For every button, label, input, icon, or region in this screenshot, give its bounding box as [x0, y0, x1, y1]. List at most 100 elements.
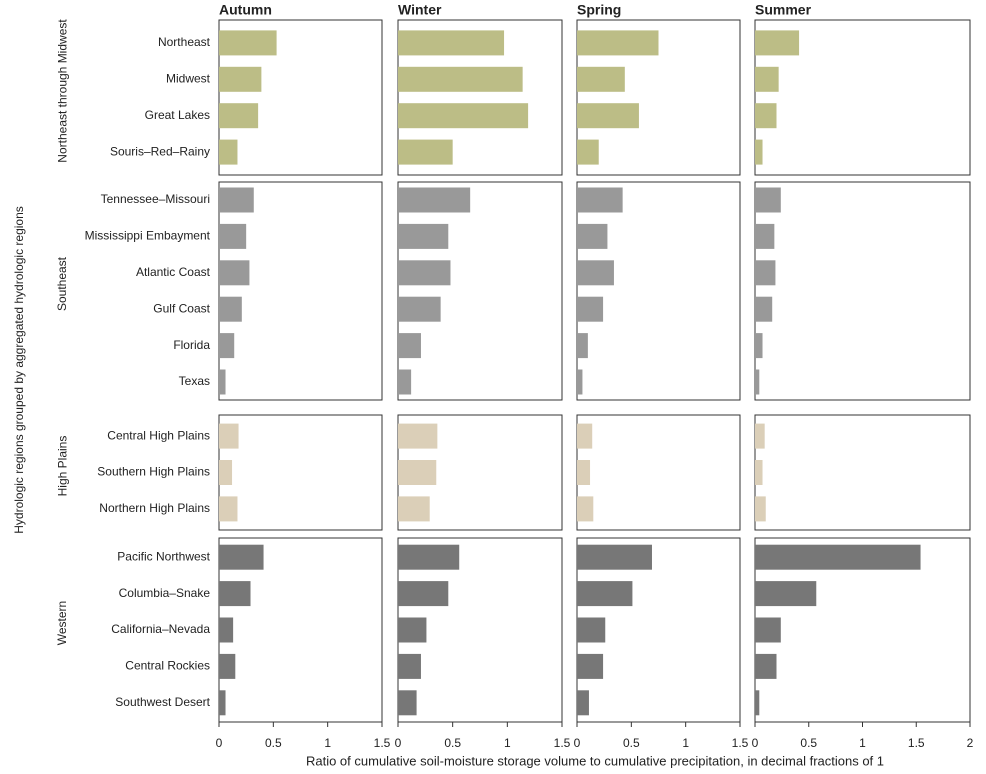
group-label: Southeast: [55, 256, 69, 312]
bar: [577, 103, 639, 129]
bar: [398, 139, 453, 165]
y-axis-label: Hydrologic regions grouped by aggregated…: [12, 206, 26, 534]
bar: [398, 690, 417, 716]
bar: [219, 581, 251, 607]
panel-frame: [754, 414, 971, 531]
bar: [577, 496, 594, 522]
x-tick-label: 1.5: [908, 736, 925, 750]
bar: [219, 103, 259, 129]
category-label: Southwest Desert: [115, 695, 210, 709]
category-label: Pacific Northwest: [117, 549, 210, 563]
panel-title: Winter: [398, 2, 442, 18]
category-label: Souris–Red–Rainy: [110, 144, 210, 158]
bar: [398, 369, 412, 395]
bar: [219, 496, 238, 522]
category-label: Northeast: [158, 35, 211, 49]
panel-frame: [754, 19, 971, 176]
bar: [398, 333, 421, 359]
panel-frame: [218, 414, 383, 531]
bar: [755, 187, 781, 213]
bar: [577, 223, 608, 249]
panel-frame: [576, 181, 741, 401]
category-label: Texas: [179, 374, 210, 388]
panel-frame: [576, 19, 741, 176]
x-tick-label: 0: [395, 736, 402, 750]
x-tick-label: 1: [859, 736, 866, 750]
bar: [755, 496, 766, 522]
x-tick-label: 1.5: [554, 736, 571, 750]
bar: [219, 653, 236, 679]
x-tick-label: 1: [682, 736, 689, 750]
bar: [398, 460, 437, 485]
bar: [577, 423, 593, 449]
bar: [755, 617, 781, 643]
bar: [755, 333, 763, 359]
bar: [219, 187, 254, 213]
category-label: Southern High Plains: [97, 465, 210, 479]
bar: [219, 296, 242, 322]
category-label: Columbia–Snake: [119, 586, 211, 600]
bar: [755, 223, 775, 249]
x-tick-label: 2: [967, 736, 974, 750]
bar: [398, 581, 449, 607]
bar: [755, 66, 779, 92]
group-label: High Plains: [55, 435, 69, 496]
bar: [398, 653, 421, 679]
bar: [219, 333, 235, 359]
bar: [219, 617, 234, 643]
bar: [398, 187, 471, 213]
panel-title: Spring: [577, 2, 621, 18]
bar: [577, 617, 606, 643]
bar: [398, 103, 529, 129]
bar: [219, 690, 226, 716]
panel-frame: [576, 414, 741, 531]
x-tick-label: 1: [504, 736, 511, 750]
bar: [398, 496, 430, 522]
bar: [755, 423, 765, 449]
bar: [755, 369, 760, 395]
bar: [577, 30, 659, 56]
group-label: Northeast through Midwest: [55, 18, 69, 163]
bar: [219, 139, 238, 165]
panel-frame: [397, 19, 563, 176]
category-label: Central High Plains: [107, 428, 210, 442]
category-label: Midwest: [166, 71, 211, 85]
bar: [577, 581, 633, 607]
x-tick-label: 0.5: [800, 736, 817, 750]
category-label: Florida: [173, 338, 210, 352]
bar: [398, 296, 441, 322]
bar: [398, 544, 460, 570]
bar: [577, 460, 591, 485]
category-label: Northern High Plains: [99, 501, 210, 515]
x-axis-label: Ratio of cumulative soil-moisture storag…: [306, 753, 884, 768]
bar: [755, 581, 817, 607]
bar: [398, 617, 427, 643]
bar: [219, 369, 226, 395]
x-tick-label: 0.5: [623, 736, 640, 750]
bar: [577, 187, 623, 213]
x-tick-label: 1.5: [374, 736, 391, 750]
panel-frame: [397, 181, 563, 401]
bar: [755, 260, 776, 286]
bar: [398, 260, 451, 286]
category-label: Tennessee–Missouri: [101, 192, 210, 206]
x-tick-label: 1: [324, 736, 331, 750]
bar: [398, 423, 438, 449]
bar: [219, 423, 239, 449]
bar: [577, 66, 625, 92]
bar: [755, 103, 777, 129]
bar: [755, 690, 760, 716]
category-label: Atlantic Coast: [136, 265, 211, 279]
panel-frame: [754, 181, 971, 401]
category-label: Central Rockies: [125, 659, 210, 673]
bar: [398, 30, 505, 56]
panel-title: Summer: [755, 2, 812, 18]
bar: [219, 223, 247, 249]
x-tick-label: 1.5: [732, 736, 749, 750]
x-tick-label: 0: [574, 736, 581, 750]
panel-frame: [218, 181, 383, 401]
bar: [755, 544, 921, 570]
bar: [219, 30, 277, 56]
